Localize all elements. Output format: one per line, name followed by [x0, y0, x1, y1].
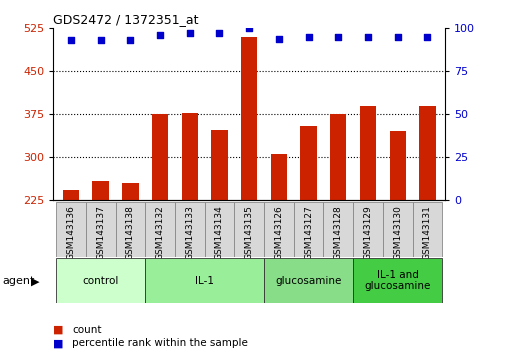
Point — [393, 34, 401, 40]
FancyBboxPatch shape — [264, 202, 293, 257]
Point — [245, 25, 253, 31]
Text: IL-1 and
glucosamine: IL-1 and glucosamine — [364, 270, 430, 291]
Bar — [63, 190, 79, 200]
Text: GSM143136: GSM143136 — [66, 206, 75, 261]
Text: count: count — [72, 325, 102, 335]
Bar — [211, 130, 227, 200]
Text: GSM143135: GSM143135 — [244, 206, 253, 261]
Text: GSM143134: GSM143134 — [215, 206, 224, 261]
Text: ▶: ▶ — [31, 276, 40, 286]
Bar — [389, 131, 405, 200]
Text: GSM143137: GSM143137 — [96, 206, 105, 261]
FancyBboxPatch shape — [115, 202, 145, 257]
Text: IL-1: IL-1 — [195, 275, 214, 286]
Point — [304, 34, 312, 40]
FancyBboxPatch shape — [204, 202, 234, 257]
Text: glucosamine: glucosamine — [275, 275, 341, 286]
FancyBboxPatch shape — [382, 202, 412, 257]
Text: GSM143133: GSM143133 — [185, 206, 194, 261]
Text: control: control — [82, 275, 119, 286]
Text: GSM143131: GSM143131 — [422, 206, 431, 261]
FancyBboxPatch shape — [352, 258, 441, 303]
FancyBboxPatch shape — [56, 202, 86, 257]
Text: GSM143129: GSM143129 — [363, 206, 372, 261]
Point — [67, 38, 75, 43]
Point — [126, 38, 134, 43]
Bar — [152, 114, 168, 200]
Bar — [419, 105, 435, 200]
Bar — [240, 37, 257, 200]
Point — [156, 32, 164, 38]
FancyBboxPatch shape — [234, 202, 264, 257]
Text: ■: ■ — [53, 338, 64, 348]
Text: agent: agent — [3, 276, 35, 286]
FancyBboxPatch shape — [86, 202, 115, 257]
Point — [274, 36, 282, 41]
Bar — [329, 114, 346, 200]
Text: GSM143128: GSM143128 — [333, 206, 342, 261]
FancyBboxPatch shape — [264, 258, 352, 303]
Bar — [270, 154, 286, 200]
Text: GSM143126: GSM143126 — [274, 206, 283, 261]
Bar — [181, 113, 197, 200]
Point — [423, 34, 431, 40]
Point — [334, 34, 342, 40]
FancyBboxPatch shape — [323, 202, 352, 257]
FancyBboxPatch shape — [175, 202, 204, 257]
FancyBboxPatch shape — [412, 202, 441, 257]
Bar — [122, 183, 138, 200]
FancyBboxPatch shape — [56, 258, 145, 303]
Text: GSM143138: GSM143138 — [126, 206, 135, 261]
Text: GSM143130: GSM143130 — [392, 206, 401, 261]
Text: GDS2472 / 1372351_at: GDS2472 / 1372351_at — [53, 13, 198, 26]
Bar — [300, 126, 316, 200]
Point — [215, 31, 223, 36]
FancyBboxPatch shape — [145, 202, 175, 257]
FancyBboxPatch shape — [145, 258, 264, 303]
FancyBboxPatch shape — [293, 202, 323, 257]
Bar — [92, 181, 109, 200]
Text: percentile rank within the sample: percentile rank within the sample — [72, 338, 248, 348]
Text: GSM143127: GSM143127 — [304, 206, 313, 261]
Point — [363, 34, 371, 40]
Text: GSM143132: GSM143132 — [155, 206, 164, 261]
Point — [96, 38, 105, 43]
FancyBboxPatch shape — [352, 202, 382, 257]
Point — [185, 31, 193, 36]
Bar — [359, 105, 375, 200]
Text: ■: ■ — [53, 325, 64, 335]
